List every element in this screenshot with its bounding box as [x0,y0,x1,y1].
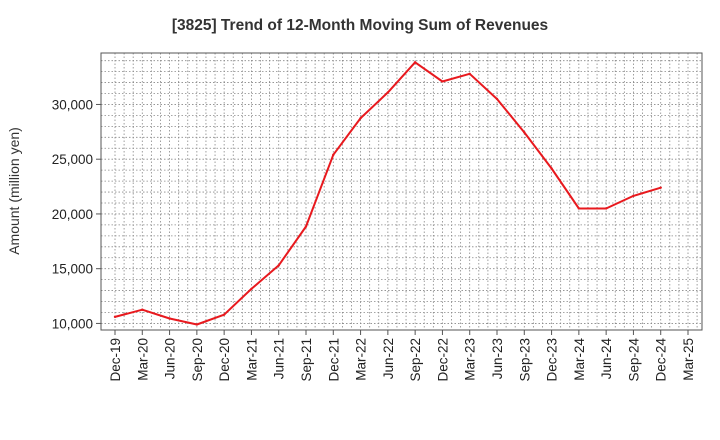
x-tick-label: Dec-23 [545,338,560,382]
data-point [577,207,581,210]
y-tick-label: 10,000 [52,316,93,331]
data-point [359,116,362,120]
x-tick-label: Dec-21 [326,338,341,382]
x-tick-label: Sep-21 [299,338,314,382]
x-tick-label: Jun-20 [163,338,178,379]
series-layer [113,61,662,326]
data-point [141,308,144,311]
data-point [332,153,335,157]
data-point [413,61,417,64]
data-point [632,194,635,198]
data-point [386,91,390,94]
data-point [523,131,526,134]
x-tick-label: Jun-21 [272,338,287,379]
data-point [495,97,499,101]
x-tick-label: Sep-23 [517,338,532,382]
x-tick-label: Dec-22 [435,338,450,382]
x-tick-label: Mar-21 [244,338,259,381]
x-tick-label: Sep-20 [190,338,205,382]
data-point [441,80,444,83]
x-tick-label: Mar-23 [463,338,478,381]
x-tick-label: Dec-24 [654,338,669,382]
data-point [304,225,308,228]
x-tick-label: Dec-20 [217,338,232,382]
data-point [250,287,253,291]
data-point [468,72,471,76]
x-tick-label: Dec-19 [108,338,123,382]
chart-title: [3825] Trend of 12-Month Moving Sum of R… [172,17,548,34]
y-tick-label: 15,000 [52,262,93,277]
x-tick-label: Mar-22 [354,338,369,381]
plot-frame [100,52,703,331]
y-tick-label: 20,000 [52,207,93,222]
data-point [222,313,226,316]
x-tick-label: Sep-24 [626,338,641,382]
y-tick-label: 30,000 [52,97,93,112]
x-tick-label: Mar-24 [572,338,587,381]
data-point [113,315,117,319]
data-point [550,167,553,170]
x-axis-ticks: Dec-19 Mar-20 Jun-20 Sep-20 Dec-20 Mar-21 Jun-… [108,330,696,382]
data-point [195,323,199,326]
data-point [604,207,608,210]
x-tick-label: Jun-24 [599,338,614,380]
x-tick-label: Jun-23 [490,338,505,379]
y-axis-ticks: 10,000 15,000 20,000 25,000 30,000 [52,97,101,331]
grid [101,53,702,330]
data-point [277,264,280,267]
x-tick-label: Mar-25 [681,338,696,381]
x-tick-label: Jun-22 [381,338,396,379]
y-axis-label: Amount (million yen) [6,127,22,255]
y-tick-label: 25,000 [52,152,93,167]
data-point [168,317,171,320]
x-tick-label: Mar-20 [135,338,150,381]
data-point [659,186,662,189]
x-tick-label: Sep-22 [408,338,423,382]
